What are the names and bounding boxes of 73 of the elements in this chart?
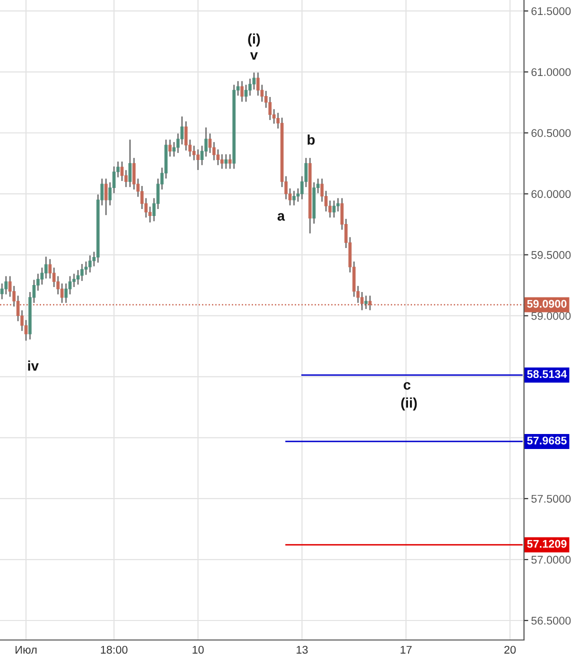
candlestick: [168, 140, 172, 157]
candlestick: [76, 270, 80, 285]
candlestick: [40, 268, 44, 285]
x-tick-label: 17: [400, 646, 412, 654]
annotation: (ii): [401, 398, 417, 410]
annotation: iv: [28, 360, 39, 371]
ref-line-label: 59.0900: [527, 300, 566, 308]
candlestick: [336, 198, 340, 212]
candlestick: [244, 84, 248, 102]
candlestick: [140, 186, 144, 210]
candlestick: [68, 276, 72, 294]
candlestick: [212, 142, 216, 160]
candlestick: [120, 162, 124, 181]
candlestick: [224, 154, 228, 169]
candlestick: [240, 81, 244, 102]
y-tick-label: 61.0000: [532, 68, 571, 76]
candlestick: [172, 142, 176, 157]
annotation: b: [308, 134, 315, 145]
candlestick: [360, 292, 364, 310]
candlestick: [180, 116, 184, 144]
candlestick: [332, 200, 336, 218]
candlestick: [184, 121, 188, 150]
y-tick-label: 59.5000: [531, 251, 571, 259]
candlestick: [128, 140, 132, 188]
y-tick-label: 60.0000: [532, 190, 571, 198]
candlestick: [252, 72, 256, 90]
data-label: 58.5134: [527, 370, 567, 378]
candlestick: [216, 149, 220, 166]
candlestick: [368, 296, 372, 310]
candlestick: [88, 255, 92, 272]
annotation: v: [250, 52, 258, 60]
candlestick: [196, 149, 200, 170]
y-tick-label: 57.0000: [531, 556, 571, 564]
candlestick: [208, 134, 212, 153]
y-tick-label: 61.5000: [532, 7, 571, 16]
annotation: (i): [248, 34, 260, 46]
candlestick: [220, 154, 224, 169]
x-tick-label: 20: [504, 646, 516, 654]
y-tick-label: 60.5000: [532, 129, 571, 138]
candlestick: [0, 283, 4, 300]
x-tick-label: 10: [192, 646, 204, 654]
candlestick: [60, 283, 64, 303]
candlestick: [44, 256, 48, 278]
x-tick-label: Июл: [16, 646, 37, 654]
candlestick: [84, 262, 88, 275]
candlestick: [268, 96, 272, 120]
candlestick: [248, 78, 252, 96]
candlestick: [124, 170, 128, 188]
candlestick: [148, 206, 152, 222]
x-tick-label: 18:00: [100, 646, 128, 654]
candlestick: [72, 274, 76, 288]
x-tick-label: 13: [296, 646, 308, 654]
y-tick-label: 59.0000: [531, 312, 571, 320]
y-tick-label: 57.5000: [531, 494, 571, 503]
y-tick-label: 56.5000: [531, 616, 571, 625]
annotation: c: [404, 382, 410, 390]
candlestick: [4, 276, 8, 294]
data-label: 57.9685: [527, 436, 567, 444]
candlestick: [48, 259, 52, 278]
candlestick: [56, 276, 60, 294]
candlestick: [364, 296, 368, 309]
annotation: a: [278, 213, 285, 221]
candlestick: [132, 158, 136, 190]
candlestick: [104, 178, 108, 216]
candlestick: [64, 283, 68, 303]
candlestick: [80, 264, 84, 281]
candlestick: [292, 190, 296, 206]
candlestick: [256, 72, 260, 96]
candlestick: [192, 146, 196, 160]
candlestick: [204, 127, 208, 157]
candlestick: [228, 154, 232, 169]
candlestick: [52, 268, 56, 288]
data-label: 57.1209: [527, 540, 567, 548]
